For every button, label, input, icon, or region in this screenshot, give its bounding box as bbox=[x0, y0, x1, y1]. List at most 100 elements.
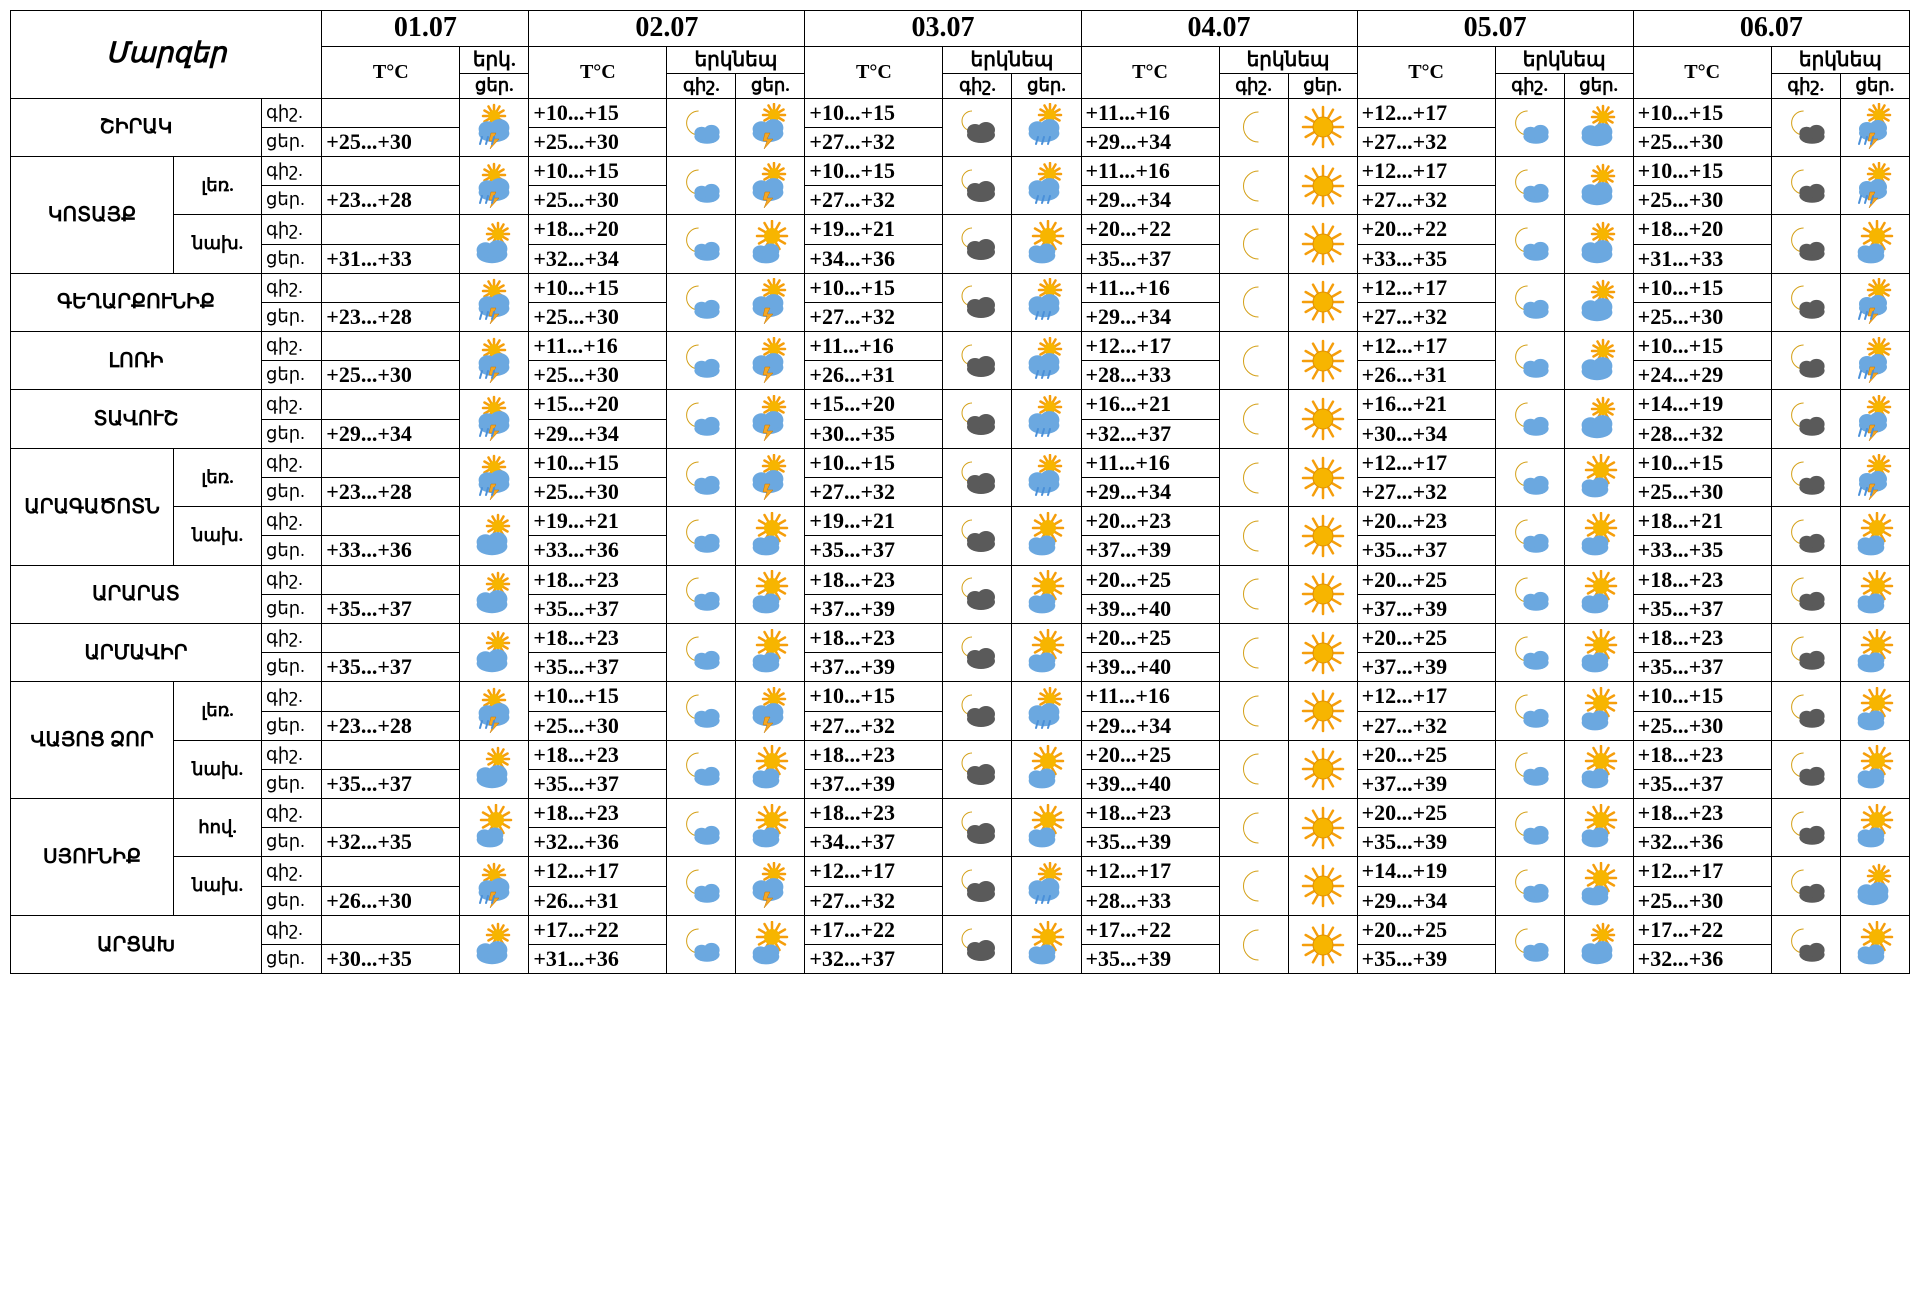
temp-n-2-4: +20...+22 bbox=[1357, 215, 1495, 244]
temp-n-5-3: +16...+21 bbox=[1081, 390, 1219, 419]
wx-day-icon-3-4 bbox=[1564, 273, 1633, 331]
wx-night-icon-9-1 bbox=[667, 623, 736, 681]
temp-n-13-3: +12...+17 bbox=[1081, 857, 1219, 886]
temp-d-2-0: +31...+33 bbox=[322, 244, 460, 273]
wx-night-icon-5-4 bbox=[1495, 390, 1564, 448]
wx-day-icon-7-4 bbox=[1564, 507, 1633, 565]
wx-day-icon-0-1 bbox=[736, 98, 805, 156]
wx-night-icon-6-1 bbox=[667, 448, 736, 506]
region-4: ԼՈՌԻ bbox=[11, 332, 262, 390]
wx-day-icon-2-3 bbox=[1288, 215, 1357, 273]
header-date-4: 05.07 bbox=[1357, 11, 1633, 47]
wx-night-icon-9-2 bbox=[943, 623, 1012, 681]
temp-d-13-1: +26...+31 bbox=[529, 886, 667, 915]
temp-n-11-5: +18...+23 bbox=[1633, 740, 1771, 769]
temp-n-10-5: +10...+15 bbox=[1633, 682, 1771, 711]
temp-d-10-4: +27...+32 bbox=[1357, 711, 1495, 740]
temp-n-14-2: +17...+22 bbox=[805, 915, 943, 944]
temp-n-8-4: +20...+25 bbox=[1357, 565, 1495, 594]
temp-n-12-5: +18...+23 bbox=[1633, 799, 1771, 828]
temp-d-4-2: +26...+31 bbox=[805, 361, 943, 390]
wx-day-icon-2-4 bbox=[1564, 215, 1633, 273]
temp-d-10-5: +25...+30 bbox=[1633, 711, 1771, 740]
temp-d-3-1: +25...+30 bbox=[529, 302, 667, 331]
wx-day-icon-8-3 bbox=[1288, 565, 1357, 623]
wx-night-icon-2-5 bbox=[1771, 215, 1840, 273]
temp-n-1-2: +10...+15 bbox=[805, 156, 943, 185]
temp-n-2-1: +18...+20 bbox=[529, 215, 667, 244]
wx-night-icon-8-1 bbox=[667, 565, 736, 623]
temp-n-13-4: +14...+19 bbox=[1357, 857, 1495, 886]
temp-n-13-0 bbox=[322, 857, 460, 886]
wx-night-icon-4-2 bbox=[943, 332, 1012, 390]
wx-day-icon-3-2 bbox=[1012, 273, 1081, 331]
temp-n-7-3: +20...+23 bbox=[1081, 507, 1219, 536]
wx-day-icon-0-5 bbox=[1840, 98, 1909, 156]
wx-night-icon-11-4 bbox=[1495, 740, 1564, 798]
temp-n-10-0 bbox=[322, 682, 460, 711]
wx-day-icon-5-3 bbox=[1288, 390, 1357, 448]
temp-d-14-3: +35...+39 bbox=[1081, 945, 1219, 974]
wx-day-icon-7-5 bbox=[1840, 507, 1909, 565]
temp-d-5-2: +30...+35 bbox=[805, 419, 943, 448]
temp-d-9-2: +37...+39 bbox=[805, 653, 943, 682]
wx-night-icon-10-3 bbox=[1219, 682, 1288, 740]
temp-d-13-5: +25...+30 bbox=[1633, 886, 1771, 915]
wx-night-icon-2-4 bbox=[1495, 215, 1564, 273]
wx-night-icon-14-5 bbox=[1771, 915, 1840, 973]
temp-n-2-0 bbox=[322, 215, 460, 244]
wx-day-icon-7-2 bbox=[1012, 507, 1081, 565]
wx-night-icon-0-5 bbox=[1771, 98, 1840, 156]
subregion-7: նախ. bbox=[174, 507, 262, 565]
header-tc-5: T°C bbox=[1633, 46, 1771, 98]
wx-day-icon-8-0 bbox=[460, 565, 529, 623]
header-date-3: 04.07 bbox=[1081, 11, 1357, 47]
wx-night-icon-0-1 bbox=[667, 98, 736, 156]
temp-n-1-0 bbox=[322, 156, 460, 185]
temp-n-6-0 bbox=[322, 448, 460, 477]
wx-day-icon-14-5 bbox=[1840, 915, 1909, 973]
header-tc-1: T°C bbox=[529, 46, 667, 98]
temp-n-1-3: +11...+16 bbox=[1081, 156, 1219, 185]
wx-day-icon-3-1 bbox=[736, 273, 805, 331]
temp-n-11-0 bbox=[322, 740, 460, 769]
region-14: ԱՐՑԱԽ bbox=[11, 915, 262, 973]
tod-night-6: գիշ. bbox=[262, 448, 322, 477]
tod-night-11: գիշ. bbox=[262, 740, 322, 769]
wx-night-icon-3-1 bbox=[667, 273, 736, 331]
temp-n-4-4: +12...+17 bbox=[1357, 332, 1495, 361]
wx-day-icon-12-3 bbox=[1288, 799, 1357, 857]
wx-day-icon-10-3 bbox=[1288, 682, 1357, 740]
wx-day-icon-3-5 bbox=[1840, 273, 1909, 331]
region-12: ՍՅՈՒՆԻՔ bbox=[11, 799, 174, 916]
temp-n-3-1: +10...+15 bbox=[529, 273, 667, 302]
tod-day-11: ցեր. bbox=[262, 769, 322, 798]
temp-n-8-5: +18...+23 bbox=[1633, 565, 1771, 594]
temp-d-7-2: +35...+37 bbox=[805, 536, 943, 565]
temp-d-5-5: +28...+32 bbox=[1633, 419, 1771, 448]
wx-day-icon-4-5 bbox=[1840, 332, 1909, 390]
wx-day-icon-6-2 bbox=[1012, 448, 1081, 506]
temp-d-6-1: +25...+30 bbox=[529, 478, 667, 507]
tod-day-4: ցեր. bbox=[262, 361, 322, 390]
temp-n-4-2: +11...+16 bbox=[805, 332, 943, 361]
header-date-5: 06.07 bbox=[1633, 11, 1909, 47]
tod-day-10: ցեր. bbox=[262, 711, 322, 740]
temp-n-12-0 bbox=[322, 799, 460, 828]
wx-day-icon-12-0 bbox=[460, 799, 529, 857]
wx-day-icon-13-5 bbox=[1840, 857, 1909, 915]
wx-day-icon-3-3 bbox=[1288, 273, 1357, 331]
tod-day-13: ցեր. bbox=[262, 886, 322, 915]
wx-night-icon-7-2 bbox=[943, 507, 1012, 565]
temp-n-3-4: +12...+17 bbox=[1357, 273, 1495, 302]
wx-day-icon-7-3 bbox=[1288, 507, 1357, 565]
wx-night-icon-9-5 bbox=[1771, 623, 1840, 681]
tod-night-1: գիշ. bbox=[262, 156, 322, 185]
temp-n-4-5: +10...+15 bbox=[1633, 332, 1771, 361]
tod-night-5: գիշ. bbox=[262, 390, 322, 419]
wx-day-icon-1-2 bbox=[1012, 156, 1081, 214]
header-tc-3: T°C bbox=[1081, 46, 1219, 98]
wx-night-icon-1-5 bbox=[1771, 156, 1840, 214]
wx-day-icon-6-4 bbox=[1564, 448, 1633, 506]
subregion-12: հով. bbox=[174, 799, 262, 857]
